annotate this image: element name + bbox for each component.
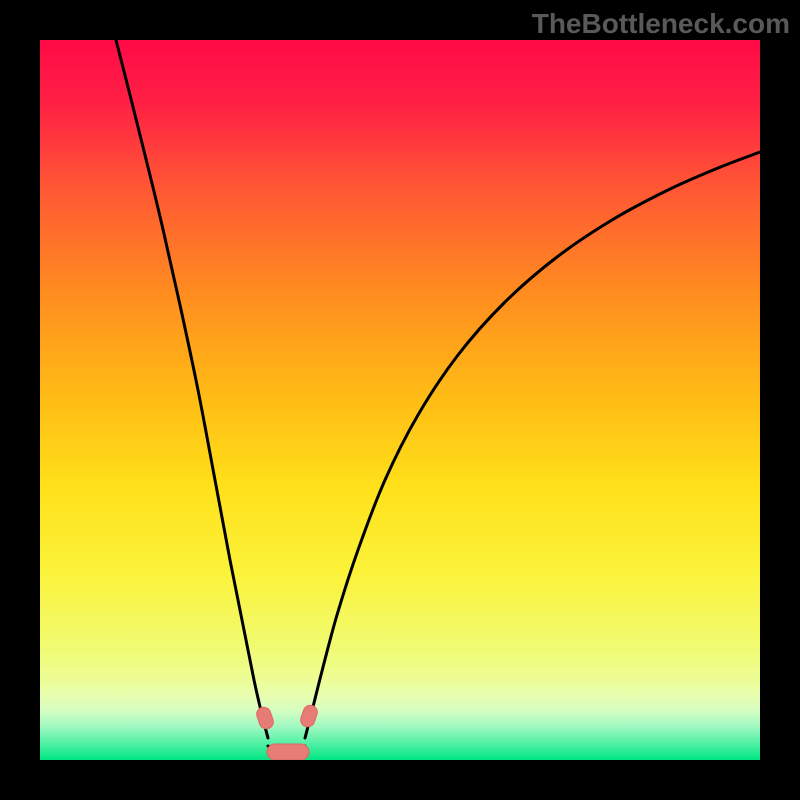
curve-marker-0 <box>255 705 275 730</box>
curve-marker-1 <box>299 703 319 728</box>
chart-frame: TheBottleneck.com <box>0 0 800 800</box>
watermark-text: TheBottleneck.com <box>532 8 790 40</box>
plot-area <box>40 40 760 760</box>
curve-layer <box>40 40 760 760</box>
curve-right_branch <box>305 152 760 738</box>
curve-marker-2 <box>267 744 309 760</box>
curve-left_branch <box>116 40 268 738</box>
